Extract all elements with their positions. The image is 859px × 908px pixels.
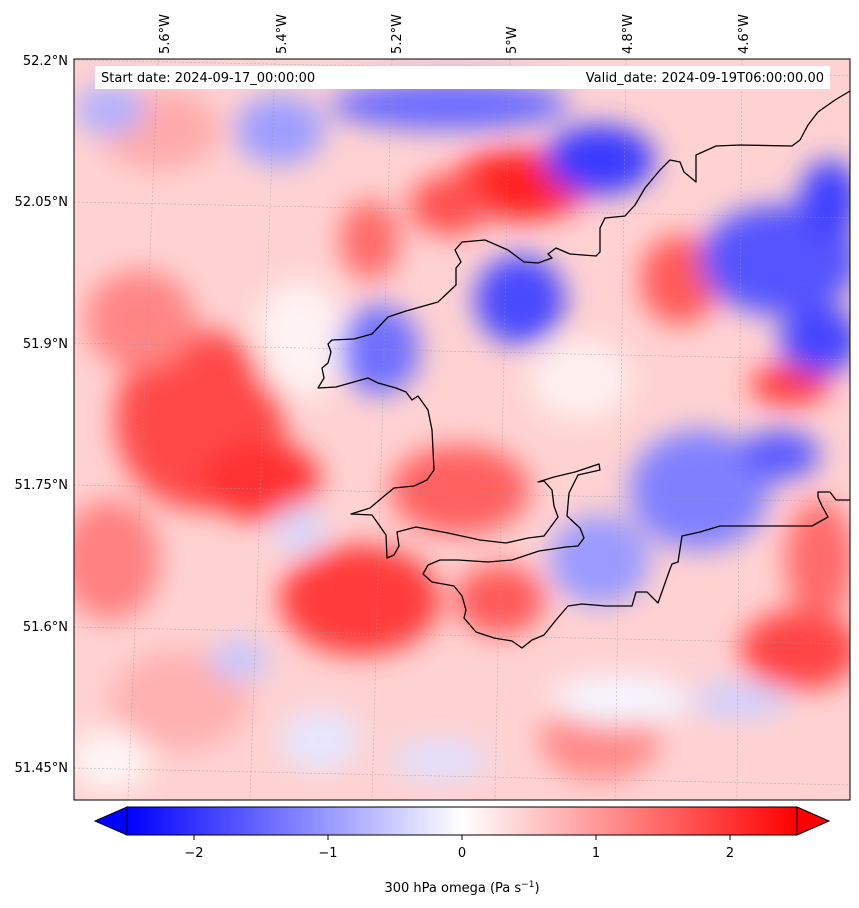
lat-label: 51.45°N (15, 761, 68, 776)
lon-label: 5°W (505, 26, 520, 54)
valid-date-label: Valid_date: 2024-09-19T06:00:00.00 (586, 71, 824, 86)
longitude-labels: 5.6°W 5.4°W 5.2°W 5°W 4.8°W 4.6°W (158, 14, 752, 54)
lon-label: 5.2°W (390, 14, 405, 54)
lon-label: 4.6°W (737, 14, 752, 54)
lat-label: 51.9°N (23, 337, 68, 352)
lat-label: 52.2°N (23, 54, 68, 69)
omega-field (74, 59, 850, 800)
header-box (95, 66, 830, 89)
colorbar-label: 300 hPa omega (Pa s−1) (384, 880, 539, 896)
lon-label: 5.4°W (275, 14, 290, 54)
colorbar-tick: −1 (318, 846, 337, 861)
coastline (317, 90, 850, 649)
colorbar-tick: 1 (592, 846, 600, 861)
colorbar: −2 −1 0 1 2 300 hPa omega (Pa s−1) (93, 806, 831, 896)
colorbar-tick: 0 (458, 846, 466, 861)
latitude-labels: 52.2°N 52.05°N 51.9°N 51.75°N 51.6°N 51.… (15, 54, 68, 776)
colorbar-max-extend (796, 806, 831, 836)
lat-label: 51.6°N (23, 620, 68, 635)
lon-label: 4.8°W (621, 14, 636, 54)
colorbar-tick: −2 (184, 846, 203, 861)
map-frame (73, 58, 851, 801)
colorbar-gradient (126, 806, 798, 836)
colorbar-tick: 2 (726, 846, 734, 861)
start-date-label: Start date: 2024-09-17_00:00:00 (101, 71, 315, 86)
lat-label: 51.75°N (15, 478, 68, 493)
lon-label: 5.6°W (158, 14, 173, 54)
colorbar-min-extend (93, 806, 128, 836)
lat-label: 52.05°N (15, 195, 68, 210)
